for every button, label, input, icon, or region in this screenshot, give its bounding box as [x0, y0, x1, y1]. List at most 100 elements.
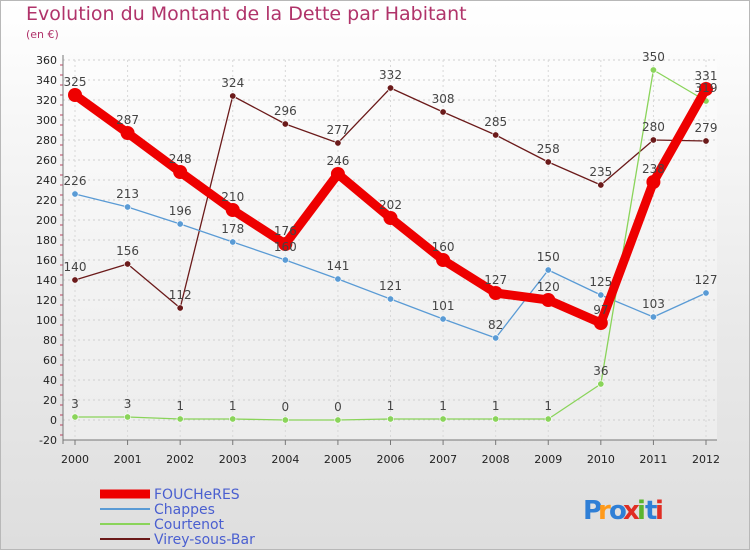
- data-point-chappes: [702, 289, 710, 297]
- data-point-virey-sous-bar: [386, 84, 394, 92]
- data-point-courtenot: [176, 415, 184, 423]
- data-label-courtenot: 1: [229, 399, 237, 413]
- x-tick-label: 2007: [429, 453, 457, 466]
- y-tick-label: 240: [36, 174, 57, 187]
- data-point-courtenot: [649, 66, 657, 74]
- data-point-virey-sous-bar: [281, 120, 289, 128]
- logo-letter: t: [645, 496, 657, 526]
- data-point-courtenot: [229, 415, 237, 423]
- data-label-courtenot: 1: [544, 399, 552, 413]
- x-tick-label: 2004: [271, 453, 299, 466]
- y-tick-label: 300: [36, 114, 57, 127]
- chart-title: Evolution du Montant de la Dette par Hab…: [26, 3, 467, 25]
- data-label-courtenot: 0: [282, 400, 290, 414]
- x-tick-label: 2009: [534, 453, 562, 466]
- data-point-foucheres: [699, 82, 713, 96]
- data-label-courtenot: 36: [593, 364, 608, 378]
- y-tick-label: -20: [39, 434, 57, 447]
- x-tick-label: 2001: [114, 453, 142, 466]
- data-point-virey-sous-bar: [544, 158, 552, 166]
- data-label-foucheres: 325: [64, 75, 87, 89]
- logo-letter: i: [637, 496, 646, 526]
- data-point-chappes: [544, 266, 552, 274]
- legend-label-virey-sous-bar: Virey-sous-Bar: [154, 532, 255, 548]
- y-tick-label: 40: [43, 374, 57, 387]
- data-point-chappes: [439, 315, 447, 323]
- x-tick-label: 2010: [587, 453, 615, 466]
- data-point-courtenot: [124, 413, 132, 421]
- y-tick-label: 200: [36, 214, 57, 227]
- y-tick-label: 280: [36, 134, 57, 147]
- data-label-virey-sous-bar: 324: [221, 76, 244, 90]
- data-point-virey-sous-bar: [176, 304, 184, 312]
- y-tick-label: 0: [50, 414, 57, 427]
- data-label-chappes: 178: [221, 222, 244, 236]
- data-label-foucheres: 248: [169, 152, 192, 166]
- data-point-virey-sous-bar: [334, 139, 342, 147]
- x-tick-label: 2002: [166, 453, 194, 466]
- data-point-virey-sous-bar: [597, 181, 605, 189]
- x-tick-label: 2006: [377, 453, 405, 466]
- data-point-virey-sous-bar: [124, 260, 132, 268]
- data-label-virey-sous-bar: 277: [326, 123, 349, 137]
- x-tick-label: 2000: [61, 453, 89, 466]
- y-tick-label: 60: [43, 354, 57, 367]
- y-tick-label: 320: [36, 94, 57, 107]
- chart-subtitle: (en €): [26, 28, 59, 41]
- data-label-foucheres: 160: [432, 240, 455, 254]
- data-label-virey-sous-bar: 140: [64, 260, 87, 274]
- legend-label-chappes: Chappes: [154, 502, 215, 518]
- grid: [63, 59, 717, 441]
- data-point-courtenot: [334, 416, 342, 424]
- data-label-foucheres: 176: [274, 224, 297, 238]
- data-label-chappes: 103: [642, 297, 665, 311]
- data-point-virey-sous-bar: [492, 131, 500, 139]
- data-point-chappes: [229, 238, 237, 246]
- data-point-courtenot: [544, 415, 552, 423]
- data-label-virey-sous-bar: 235: [589, 165, 612, 179]
- data-point-virey-sous-bar: [649, 136, 657, 144]
- data-point-virey-sous-bar: [702, 137, 710, 145]
- data-label-chappes: 127: [695, 273, 718, 287]
- data-label-courtenot: 3: [124, 397, 132, 411]
- data-label-chappes: 101: [432, 299, 455, 313]
- data-point-foucheres: [120, 126, 135, 140]
- x-tick-label: 2008: [482, 453, 510, 466]
- data-point-foucheres: [646, 175, 661, 189]
- data-label-chappes: 213: [116, 187, 139, 201]
- data-label-virey-sous-bar: 279: [695, 121, 718, 135]
- data-point-foucheres: [278, 237, 293, 251]
- x-tick-label: 2011: [639, 453, 667, 466]
- data-label-virey-sous-bar: 332: [379, 68, 402, 82]
- data-point-courtenot: [281, 416, 289, 424]
- y-tick-label: 220: [36, 194, 57, 207]
- data-point-courtenot: [439, 415, 447, 423]
- data-point-foucheres: [330, 167, 345, 181]
- data-point-foucheres: [225, 203, 240, 217]
- data-point-foucheres: [383, 211, 398, 225]
- data-label-courtenot: 1: [492, 399, 500, 413]
- series: [68, 66, 713, 424]
- data-point-chappes: [334, 275, 342, 283]
- legend-label-foucheres: FOUCHeRES: [154, 487, 240, 503]
- data-label-foucheres: 127: [484, 273, 507, 287]
- logo-letter: x: [623, 496, 640, 526]
- data-point-virey-sous-bar: [439, 108, 447, 116]
- data-point-chappes: [492, 334, 500, 342]
- data-label-courtenot: 350: [642, 50, 665, 64]
- data-label-virey-sous-bar: 280: [642, 120, 665, 134]
- data-label-foucheres: 210: [221, 190, 244, 204]
- data-point-chappes: [176, 220, 184, 228]
- data-label-foucheres: 246: [326, 154, 349, 168]
- data-point-chappes: [649, 313, 657, 321]
- logo-letter: i: [655, 496, 664, 526]
- data-point-chappes: [386, 295, 394, 303]
- data-point-virey-sous-bar: [71, 276, 79, 284]
- y-tick-label: 100: [36, 314, 57, 327]
- y-tick-label: 120: [36, 294, 57, 307]
- data-label-chappes: 160: [274, 240, 297, 254]
- data-label-virey-sous-bar: 156: [116, 244, 139, 258]
- data-point-courtenot: [71, 413, 79, 421]
